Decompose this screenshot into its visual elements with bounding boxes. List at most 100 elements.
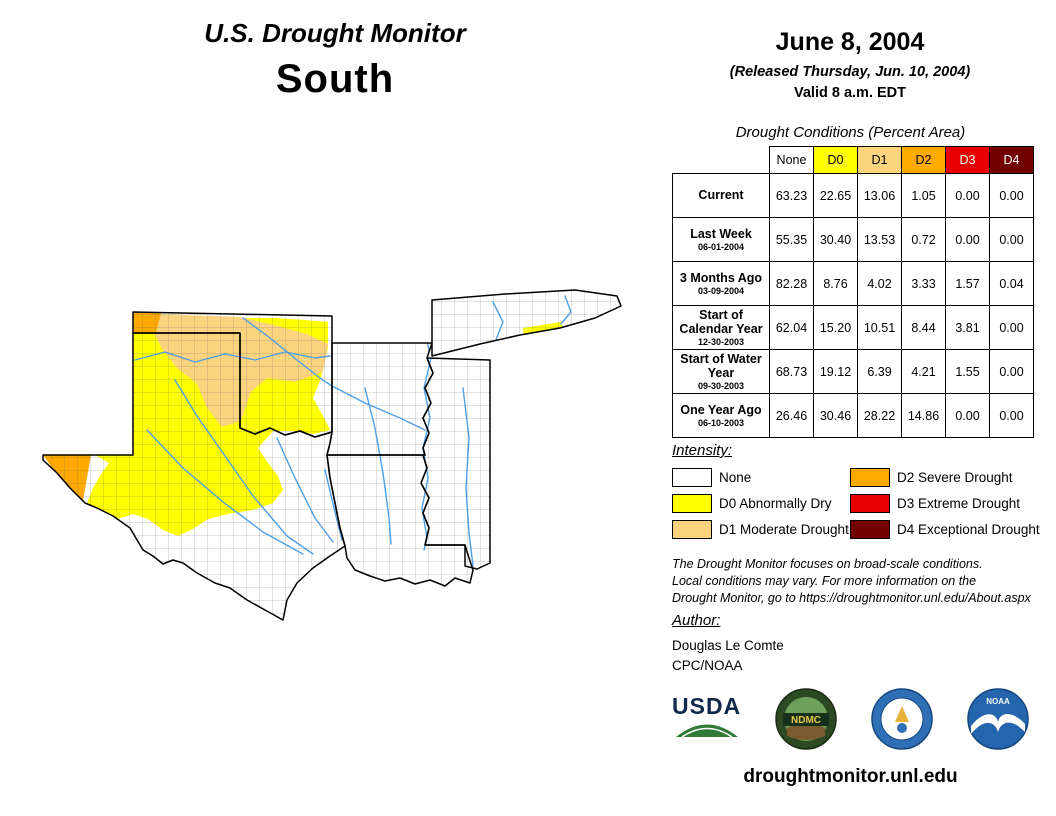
commerce-seal-logo [871, 688, 933, 750]
legend-item-d4: D4 Exceptional Drought [850, 519, 1040, 539]
legend-item-d1: D1 Moderate Drought [672, 519, 850, 539]
released-date: (Released Thursday, Jun. 10, 2004) [729, 64, 971, 80]
row-label: 3 Months Ago 03-09-2004 [672, 261, 770, 306]
table-cell: 0.00 [989, 305, 1034, 350]
table-cell: 28.22 [857, 393, 902, 438]
agency-logos: USDA NDMC NOAA [672, 686, 1029, 752]
table-row-last-week: Last Week 06-01-2004 55.35 30.40 13.53 0.… [672, 217, 1034, 262]
sabine-river [324, 469, 343, 541]
brazos-river [174, 379, 314, 555]
table-cell: 62.04 [769, 305, 814, 350]
county-grid-layer [43, 290, 621, 620]
legend-item-d3: D3 Extreme Drought [850, 493, 1028, 513]
disclaimer-text: The Drought Monitor focuses on broad-sca… [672, 557, 1031, 605]
table-cell: 68.73 [769, 349, 814, 394]
legend-item-d2: D2 Severe Drought [850, 467, 1028, 487]
ndmc-logo: NDMC [775, 688, 837, 750]
table-cell: 63.23 [769, 173, 814, 218]
table-cell: 0.00 [945, 217, 990, 262]
table-corner-cell [672, 146, 770, 174]
date-block: June 8, 2004 (Released Thursday, Jun. 10… [700, 28, 1000, 101]
ouachita-river [364, 387, 392, 545]
usda-logo: USDA [672, 695, 741, 743]
table-cell: 1.57 [945, 261, 990, 306]
table-row-current: Current 63.23 22.65 13.06 1.05 0.00 0.00 [672, 173, 1034, 218]
noaa-logo: NOAA [967, 688, 1029, 750]
table-cell: 13.06 [857, 173, 902, 218]
table-row-one-year-ago: One Year Ago 06-10-2003 26.46 30.46 28.22… [672, 393, 1034, 438]
table-cell: 0.00 [989, 349, 1034, 394]
table-cell: 22.65 [813, 173, 858, 218]
d3-swatch [850, 493, 890, 513]
d1-swatch [672, 519, 712, 539]
intensity-legend: Intensity: None D0 Abnormally Dry D1 Mod… [672, 442, 1042, 546]
colorado-river [146, 429, 304, 555]
page-title: U.S. Drought Monitor [204, 18, 466, 48]
table-cell: 0.00 [945, 393, 990, 438]
legend-item-none: None [672, 467, 850, 487]
table-cell: 4.02 [857, 261, 902, 306]
table-cell: 0.00 [989, 173, 1034, 218]
col-header-d2: D2 [901, 146, 946, 174]
table-cell: 13.53 [857, 217, 902, 262]
rivers-layer [134, 295, 572, 567]
table-cell: 4.21 [901, 349, 946, 394]
table-cell: 3.81 [945, 305, 990, 350]
table-cell: 82.28 [769, 261, 814, 306]
col-header-d0: D0 [813, 146, 858, 174]
table-cell: 6.39 [857, 349, 902, 394]
d2-swatch [850, 467, 890, 487]
table-cell: 0.00 [989, 217, 1034, 262]
legend-item-d0: D0 Abnormally Dry [672, 493, 850, 513]
none-swatch [672, 467, 712, 487]
table-cell: 30.40 [813, 217, 858, 262]
table-row-3-months-ago: 3 Months Ago 03-09-2004 82.28 8.76 4.02 3… [672, 261, 1034, 306]
table-cell: 1.55 [945, 349, 990, 394]
drought-conditions-table: None D0 D1 D2 D3 D4 Current 63.23 22.65 … [672, 146, 1034, 438]
table-cell: 0.00 [989, 393, 1034, 438]
table-cell: 0.04 [989, 261, 1034, 306]
col-header-d3: D3 [945, 146, 990, 174]
state-border-layer [42, 289, 622, 621]
row-label: Start of Calendar Year 12-30-2003 [672, 305, 770, 350]
svg-text:NDMC: NDMC [791, 715, 821, 726]
author-name: Douglas Le Comte [672, 638, 784, 653]
d4-swatch [850, 519, 890, 539]
trinity-river [276, 437, 334, 543]
d0-swatch [672, 493, 712, 513]
table-cell: 0.00 [945, 173, 990, 218]
south-drought-map-svg [42, 289, 622, 621]
table-cell: 1.05 [901, 173, 946, 218]
row-label: Current [672, 173, 770, 218]
legend-title: Intensity: [672, 442, 733, 459]
table-cell: 19.12 [813, 349, 858, 394]
map-date: June 8, 2004 [775, 28, 925, 56]
row-label: Last Week 06-01-2004 [672, 217, 770, 262]
table-cell: 8.76 [813, 261, 858, 306]
svg-text:NOAA: NOAA [986, 697, 1010, 706]
legend-column-right: D2 Severe Drought D3 Extreme Drought D4 … [850, 467, 1040, 546]
author-block: Author: Douglas Le Comte CPC/NOAA [672, 612, 784, 673]
table-cell: 55.35 [769, 217, 814, 262]
col-header-d4: D4 [989, 146, 1034, 174]
table-cell: 14.86 [901, 393, 946, 438]
author-org: CPC/NOAA [672, 658, 743, 673]
legend-column-left: None D0 Abnormally Dry D1 Moderate Droug… [672, 467, 850, 546]
table-cell: 26.46 [769, 393, 814, 438]
table-cell: 8.44 [901, 305, 946, 350]
pearl-river [462, 387, 474, 567]
table-title: Drought Conditions (Percent Area) [735, 124, 966, 141]
tennessee-river [492, 301, 504, 343]
valid-time: Valid 8 a.m. EDT [793, 85, 906, 101]
table-cell: 10.51 [857, 305, 902, 350]
table-cell: 30.46 [813, 393, 858, 438]
table-row-start-water-year: Start of Water Year 09-30-2003 68.73 19.1… [672, 349, 1034, 394]
south-region-map [25, 288, 625, 628]
title-block: U.S. Drought Monitor South [150, 18, 520, 102]
arkansas-river [242, 317, 426, 431]
table-header-row: None D0 D1 D2 D3 D4 [672, 146, 1034, 174]
table-row-start-calendar-year: Start of Calendar Year 12-30-2003 62.04 1… [672, 305, 1034, 350]
table-cell: 3.33 [901, 261, 946, 306]
col-header-none: None [769, 146, 814, 174]
